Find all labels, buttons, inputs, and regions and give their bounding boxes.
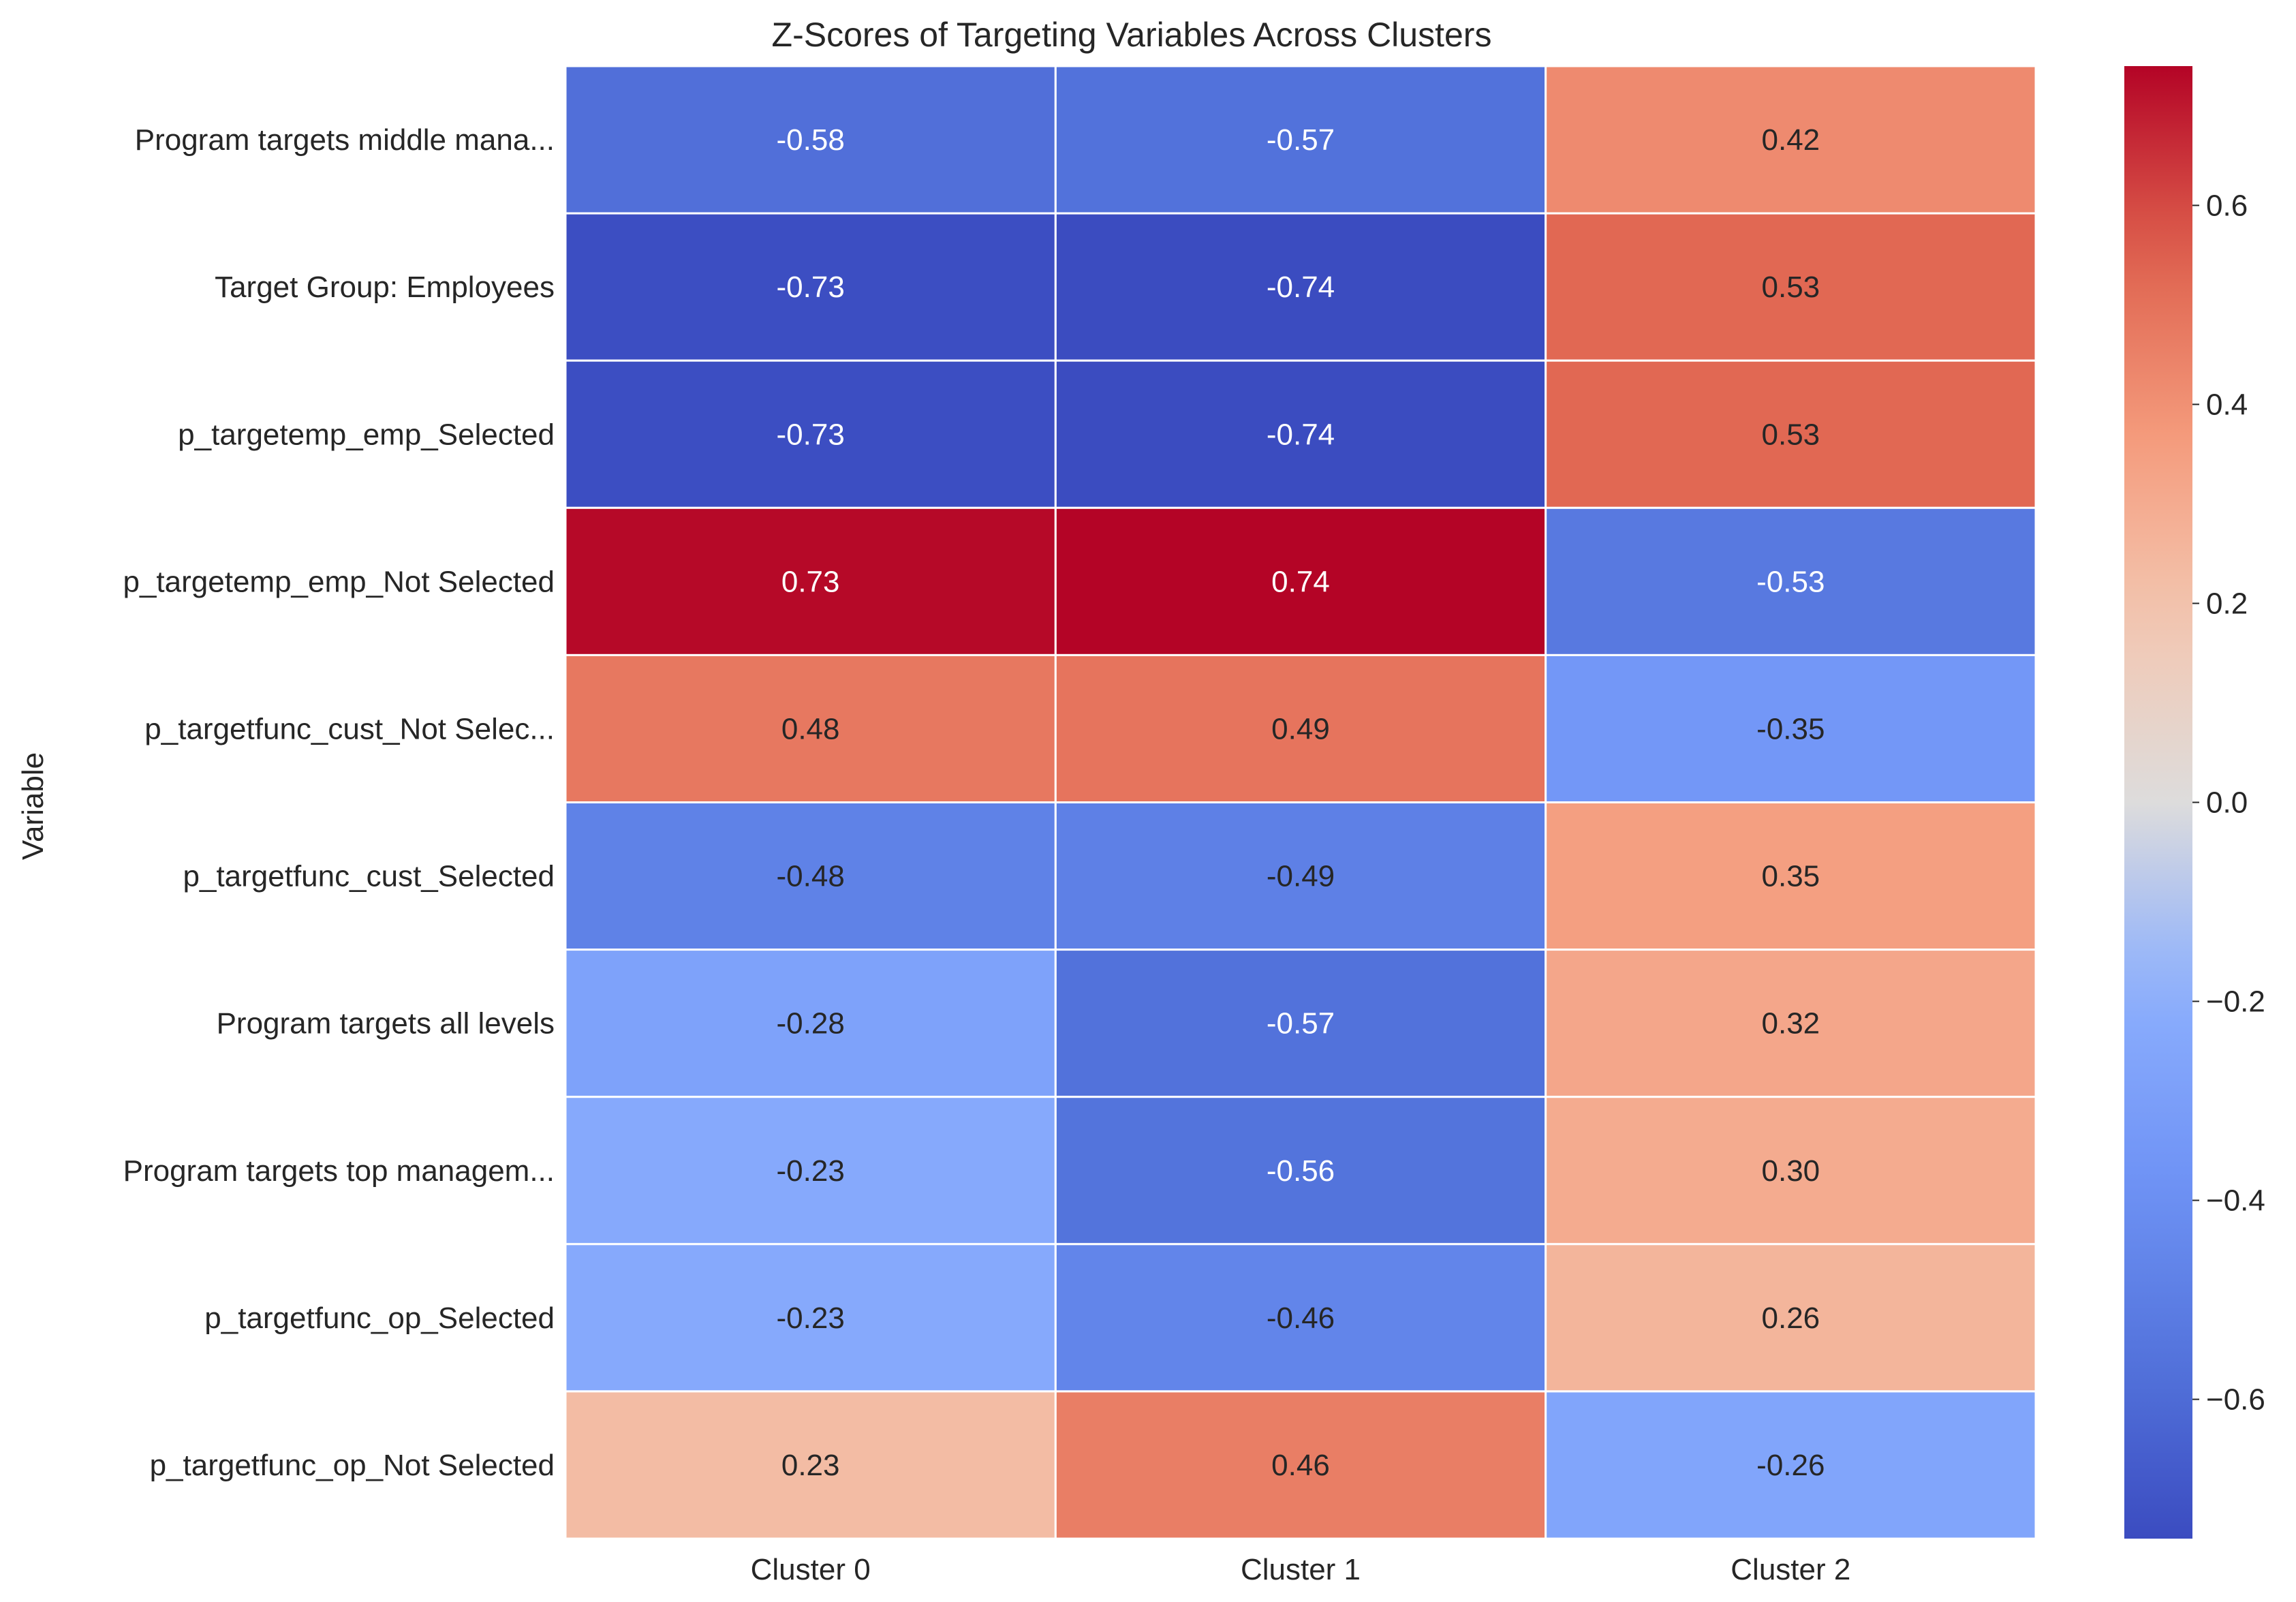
cell-value-label: -0.58 xyxy=(777,123,845,157)
heatmap-cell xyxy=(1545,65,2037,215)
cell-value-label: -0.53 xyxy=(1756,565,1825,598)
heatmap-cells xyxy=(564,65,2037,1540)
cell-value-label: 0.49 xyxy=(1271,712,1330,745)
cell-value-label: 0.53 xyxy=(1762,271,1820,304)
heatmap-cell xyxy=(564,1390,1057,1540)
column-tick-labels: Cluster 0 Cluster 1 Cluster 2 xyxy=(751,1553,1851,1586)
heatmap-cell xyxy=(564,801,1057,951)
heatmap-cell xyxy=(1545,801,2037,951)
cell-value-label: -0.28 xyxy=(777,1007,845,1041)
heatmap-cell xyxy=(1545,1096,2037,1246)
heatmap-cell xyxy=(1054,212,1547,362)
heatmap-cell xyxy=(1545,506,2037,656)
cell-value-label: 0.74 xyxy=(1271,565,1330,598)
cell-value-label: 0.46 xyxy=(1271,1449,1330,1482)
column-tick-label: Cluster 1 xyxy=(1241,1553,1361,1586)
colorbar-tick-label: −0.2 xyxy=(2206,985,2265,1019)
row-tick-label: p_targetfunc_cust_Not Selec... xyxy=(144,712,555,745)
row-tick-label: Program targets middle mana... xyxy=(135,123,555,157)
colorbar xyxy=(2124,66,2192,1539)
row-tick-label: Program targets all levels xyxy=(217,1007,555,1041)
cell-value-label: 0.32 xyxy=(1762,1007,1820,1041)
cell-value-label: -0.74 xyxy=(1267,271,1335,304)
heatmap-cell xyxy=(1054,65,1547,215)
heatmap-cell xyxy=(1545,1243,2037,1393)
colorbar-ticks: −0.6 −0.4 −0.2 0.0 0.2 0.4 0.6 xyxy=(2192,189,2265,1417)
heatmap-cell xyxy=(1054,1096,1547,1246)
cell-value-label: -0.57 xyxy=(1267,123,1335,157)
colorbar-tick-label: 0.0 xyxy=(2206,786,2248,820)
cell-value-label: 0.26 xyxy=(1762,1301,1820,1335)
cell-value-label: -0.56 xyxy=(1267,1154,1335,1188)
cell-value-label: -0.46 xyxy=(1267,1301,1335,1335)
heatmap-cell xyxy=(1054,653,1547,804)
colorbar-tick-label: 0.2 xyxy=(2206,587,2248,620)
heatmap-cell xyxy=(564,949,1057,1098)
cell-value-label: -0.23 xyxy=(777,1154,845,1188)
colorbar-tick-label: 0.6 xyxy=(2206,189,2248,222)
cell-value-label: 0.30 xyxy=(1762,1154,1820,1188)
cell-value-label: -0.73 xyxy=(777,418,845,451)
heatmap-cell-labels: -0.58 -0.57 0.42 -0.73 -0.74 0.53 -0.73 -0.74 0.… xyxy=(777,123,1825,1482)
row-tick-label: Program targets top managem... xyxy=(123,1154,555,1188)
cell-value-label: 0.23 xyxy=(781,1449,840,1482)
heatmap-cell xyxy=(1545,653,2037,804)
y-axis-label: Variable xyxy=(16,752,50,860)
row-tick-label: Target Group: Employees xyxy=(215,271,555,304)
cell-value-label: -0.49 xyxy=(1267,860,1335,893)
heatmap-cell xyxy=(1054,801,1547,951)
cell-value-label: -0.35 xyxy=(1756,712,1825,745)
cell-value-label: 0.53 xyxy=(1762,418,1820,451)
cell-value-label: -0.73 xyxy=(777,271,845,304)
cell-value-label: -0.26 xyxy=(1756,1449,1825,1482)
heatmap-cell xyxy=(1054,1390,1547,1540)
heatmap-cell xyxy=(1054,359,1547,509)
cell-value-label: -0.23 xyxy=(777,1301,845,1335)
colorbar-tick-label: −0.6 xyxy=(2206,1383,2265,1417)
column-tick-label: Cluster 0 xyxy=(751,1553,871,1586)
heatmap-cell xyxy=(564,653,1057,804)
heatmap-cell xyxy=(564,506,1057,656)
row-tick-label: p_targetfunc_op_Selected xyxy=(204,1301,555,1335)
heatmap-cell xyxy=(564,212,1057,362)
row-tick-label: p_targetemp_emp_Not Selected xyxy=(123,565,555,598)
cell-value-label: -0.57 xyxy=(1267,1007,1335,1041)
column-tick-label: Cluster 2 xyxy=(1731,1553,1850,1586)
cell-value-label: 0.73 xyxy=(781,565,840,598)
row-tick-label: p_targetfunc_op_Not Selected xyxy=(150,1449,555,1482)
cell-value-label: 0.42 xyxy=(1762,123,1820,157)
cell-value-label: 0.35 xyxy=(1762,860,1820,893)
heatmap-cell xyxy=(564,1096,1057,1246)
cell-value-label: 0.48 xyxy=(781,712,840,745)
heatmap-cell xyxy=(1545,949,2037,1098)
colorbar-tick-label: −0.4 xyxy=(2206,1184,2265,1218)
row-tick-labels: Program targets middle mana... Target Gro… xyxy=(123,123,555,1482)
heatmap-cell xyxy=(564,65,1057,215)
heatmap-cell xyxy=(1054,949,1547,1098)
row-tick-label: p_targetfunc_cust_Selected xyxy=(183,860,555,893)
cell-value-label: -0.74 xyxy=(1267,418,1335,451)
colorbar-tick-label: 0.4 xyxy=(2206,388,2248,421)
chart-title: Z-Scores of Targeting Variables Across C… xyxy=(772,16,1492,54)
heatmap-cell xyxy=(1545,212,2037,362)
heatmap-cell xyxy=(1545,1390,2037,1540)
cell-value-label: -0.48 xyxy=(777,860,845,893)
heatmap-cell xyxy=(564,1243,1057,1393)
row-tick-label: p_targetemp_emp_Selected xyxy=(178,418,555,451)
